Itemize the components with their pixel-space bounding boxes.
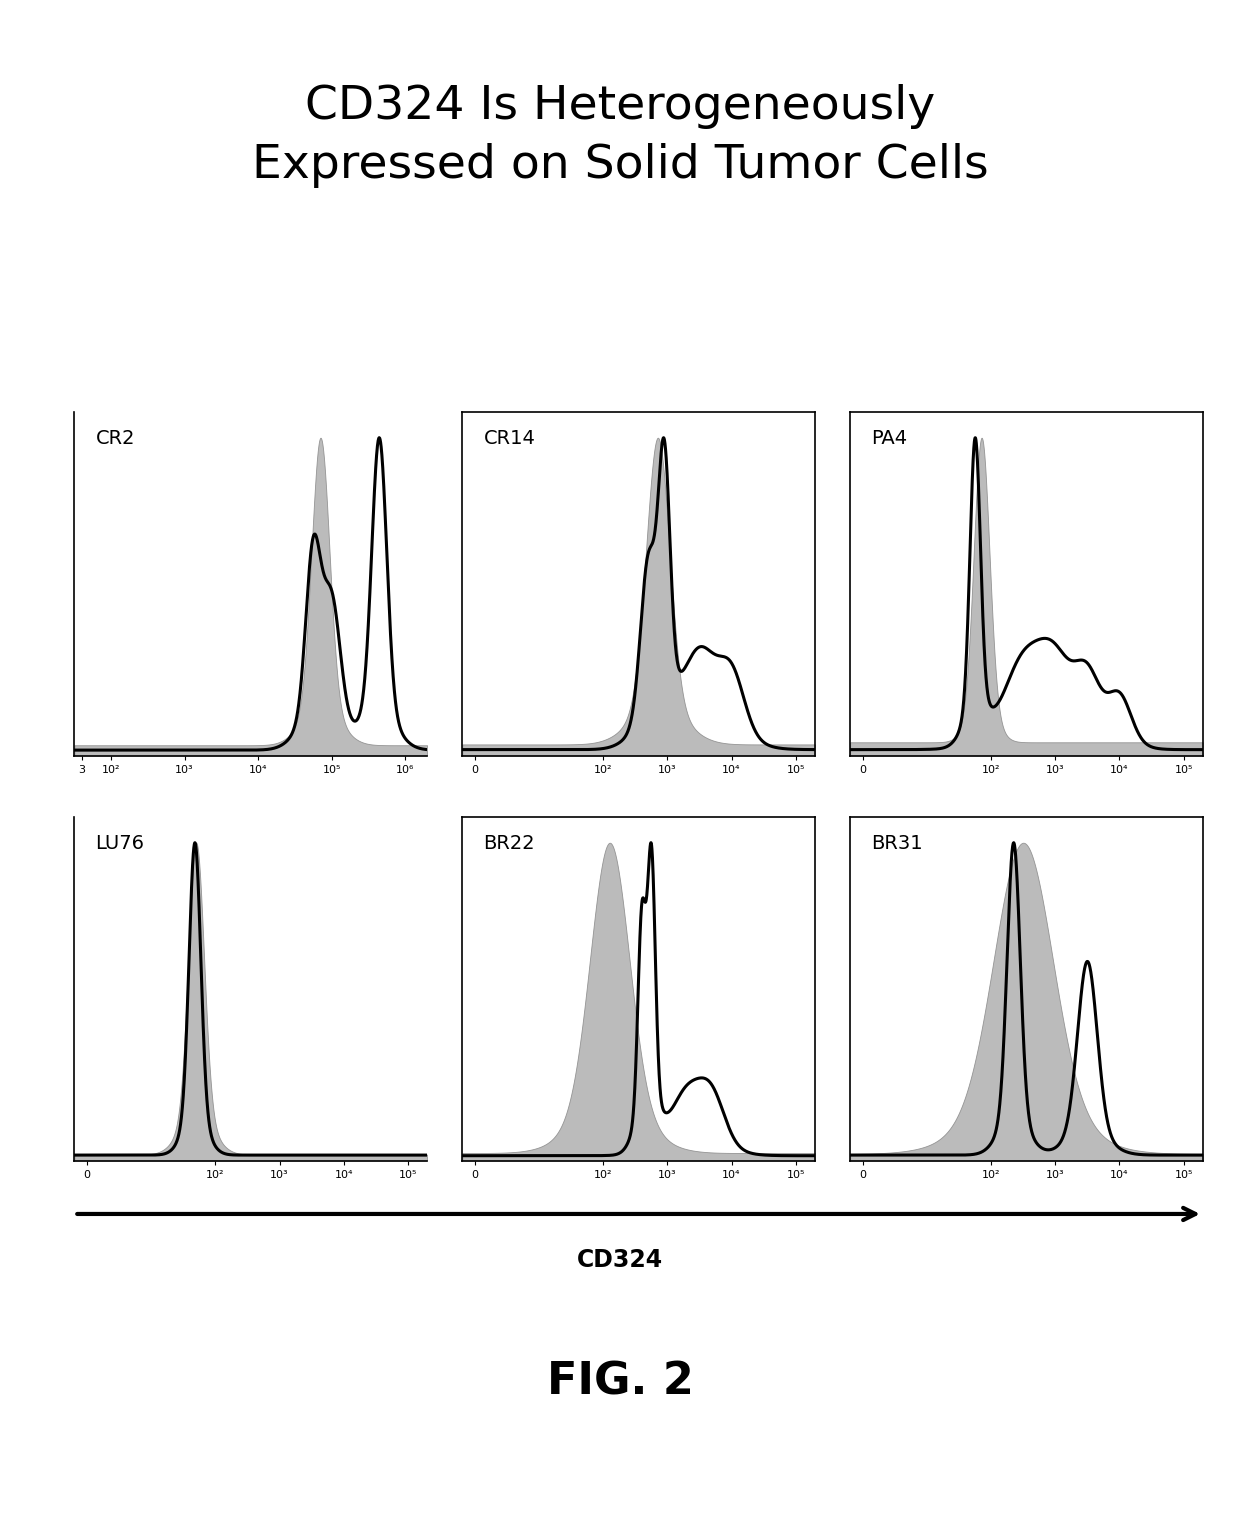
Text: BR31: BR31 [872,834,923,854]
Text: CR14: CR14 [484,429,536,449]
Text: BR22: BR22 [484,834,536,854]
Text: LU76: LU76 [95,834,145,854]
Text: PA4: PA4 [872,429,908,449]
Text: CD324 Is Heterogeneously
Expressed on Solid Tumor Cells: CD324 Is Heterogeneously Expressed on So… [252,84,988,188]
Text: FIG. 2: FIG. 2 [547,1361,693,1403]
Text: CR2: CR2 [95,429,135,449]
Text: CD324: CD324 [577,1248,663,1272]
